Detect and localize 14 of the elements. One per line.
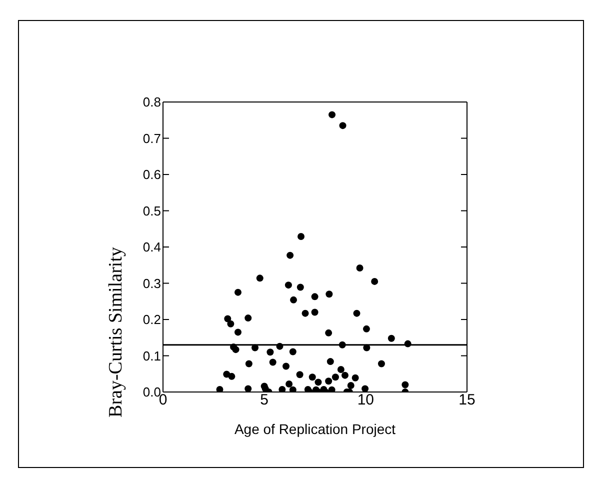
y-tick-label: 0.2 [142,312,161,328]
x-tick-label: 5 [260,392,269,409]
y-tick-label: 0.6 [142,167,161,182]
y-axis-title: Bray-Curtis Similarity [106,246,127,418]
x-tick-label: 15 [458,392,476,409]
y-tick-label: 0.1 [142,348,161,364]
y-tick-label: 0.4 [142,240,161,255]
y-tick-label: 0.5 [142,203,161,218]
x-axis-title: Age of Replication Project [234,421,396,437]
y-tick-label: 0.0 [142,384,161,400]
y-tick-label: 0.8 [142,94,161,110]
x-tick-label: 10 [357,392,374,409]
y-tick-label: 0.7 [142,130,161,146]
y-tick-label: 0.3 [142,276,161,291]
